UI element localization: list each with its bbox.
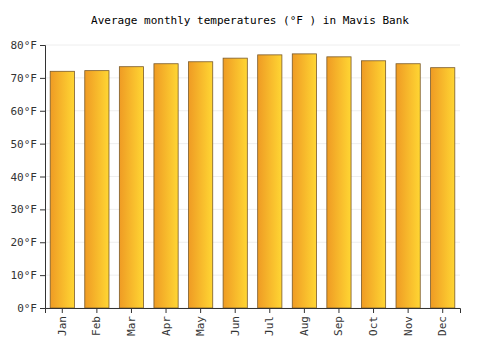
bar	[119, 67, 143, 308]
x-tick: Mar	[125, 308, 138, 336]
y-tick-label: 0°F	[17, 302, 37, 315]
x-tick: Jun	[229, 308, 242, 336]
x-tick-mark	[373, 308, 374, 313]
bar	[258, 55, 282, 308]
y-tick: 70°F	[11, 72, 46, 85]
bar	[189, 62, 213, 308]
bar	[85, 71, 109, 308]
bar	[223, 58, 247, 308]
x-tick-label: Jan	[56, 316, 69, 336]
y-tick-mark	[40, 308, 45, 309]
bar	[361, 61, 385, 308]
y-axis: 0°F 10°F 20°F 30°F 40°F 50°F 60°F 70°F 80°F	[11, 39, 46, 315]
y-tick-mark	[40, 177, 45, 178]
y-tick-label: 40°F	[11, 171, 38, 184]
x-axis-line	[46, 309, 461, 314]
x-tick-label: Oct	[367, 316, 380, 336]
y-tick-mark	[40, 209, 45, 210]
x-tick: Oct	[367, 308, 380, 336]
y-tick-mark	[40, 111, 45, 112]
x-tick-label: May	[194, 316, 207, 336]
x-tick-mark	[131, 308, 132, 313]
x-tick-label: Apr	[160, 316, 173, 336]
grid-line	[45, 45, 460, 46]
grid	[45, 45, 460, 308]
y-tick-label: 60°F	[11, 105, 38, 118]
x-tick-mark	[442, 308, 443, 313]
y-tick-label: 20°F	[11, 236, 38, 249]
x-tick-mark	[166, 308, 167, 313]
x-tick: May	[194, 308, 207, 336]
bar	[431, 68, 455, 308]
y-tick: 50°F	[11, 138, 46, 151]
y-tick-label: 30°F	[11, 203, 38, 216]
x-tick-mark	[235, 308, 236, 313]
y-tick-label: 80°F	[11, 39, 38, 52]
x-tick: Jan	[56, 308, 69, 336]
y-tick: 30°F	[11, 203, 46, 216]
y-tick: 60°F	[11, 105, 46, 118]
y-tick-label: 10°F	[11, 269, 38, 282]
x-tick-label: Mar	[125, 316, 138, 336]
y-tick-mark	[40, 45, 45, 46]
bar	[292, 54, 316, 308]
x-tick-label: Dec	[436, 316, 449, 336]
y-tick: 40°F	[11, 171, 46, 184]
x-tick-mark	[96, 308, 97, 313]
x-tick-label: Jun	[229, 316, 242, 336]
bar	[396, 64, 420, 308]
y-tick-mark	[40, 78, 45, 79]
x-tick-mark	[200, 308, 201, 313]
chart: 0°F 10°F 20°F 30°F 40°F 50°F 60°F 70°F 80°F Jan Fe…	[0, 0, 500, 350]
x-axis: Jan Feb Mar Apr May Jun Jul Aug Sep Oct Nov Dec	[46, 308, 461, 336]
x-tick-mark	[304, 308, 305, 313]
x-tick: Nov	[402, 308, 415, 336]
y-tick-mark	[40, 242, 45, 243]
x-tick: Feb	[90, 308, 103, 336]
y-tick: 0°F	[17, 302, 45, 315]
x-tick-label: Aug	[298, 316, 311, 336]
y-tick: 80°F	[11, 39, 46, 52]
title: Average monthly temperatures (°F ) in Ma…	[91, 14, 409, 27]
x-tick-mark	[338, 308, 339, 313]
bar	[154, 64, 178, 308]
y-tick-mark	[40, 275, 45, 276]
x-tick: Jul	[263, 308, 276, 336]
x-tick-label: Jul	[263, 316, 276, 336]
y-tick: 20°F	[11, 236, 46, 249]
bars	[50, 54, 455, 308]
y-tick-label: 70°F	[11, 72, 38, 85]
x-tick-mark	[269, 308, 270, 313]
x-tick-label: Sep	[332, 316, 345, 336]
y-axis-line	[40, 46, 46, 309]
y-tick: 10°F	[11, 269, 46, 282]
bar	[50, 71, 74, 308]
plot: 0°F 10°F 20°F 30°F 40°F 50°F 60°F 70°F 80°F Jan Fe…	[11, 39, 461, 336]
x-tick: Aug	[298, 308, 311, 336]
x-tick: Sep	[332, 308, 345, 336]
x-tick-mark	[408, 308, 409, 313]
y-tick-mark	[40, 144, 45, 145]
x-tick: Dec	[436, 308, 449, 336]
x-tick-label: Feb	[90, 316, 103, 336]
x-tick-mark	[62, 308, 63, 313]
x-tick-label: Nov	[402, 316, 415, 336]
bar	[327, 57, 351, 308]
y-tick-label: 50°F	[11, 138, 38, 151]
x-tick: Apr	[160, 308, 173, 336]
